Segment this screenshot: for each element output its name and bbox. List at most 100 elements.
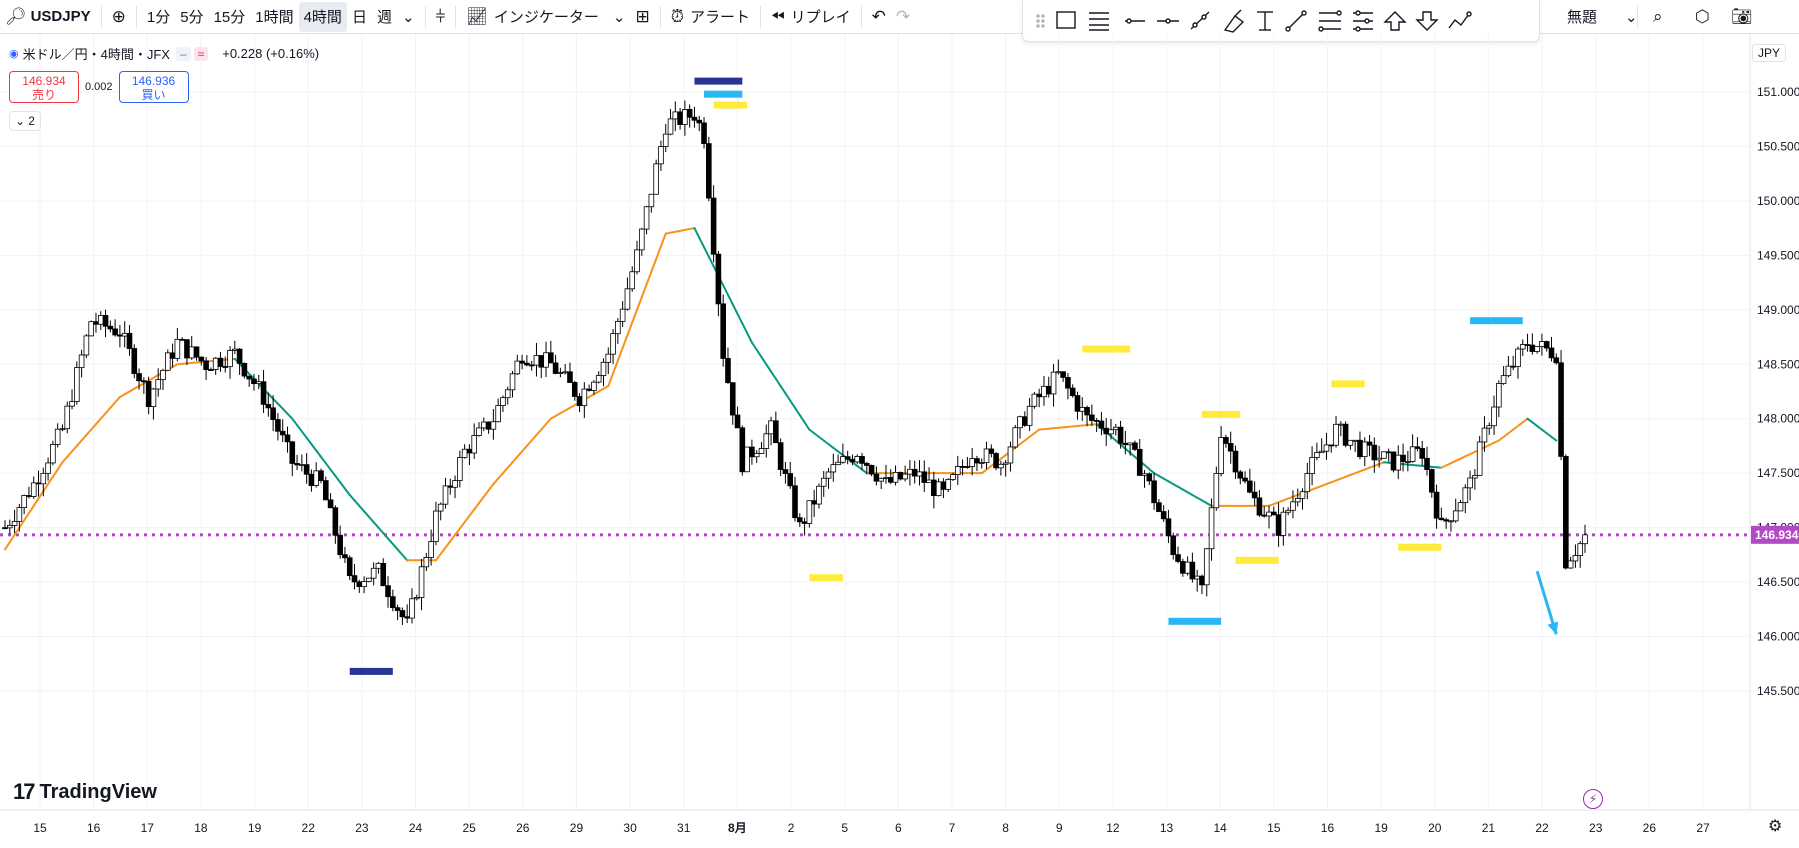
symbol-search[interactable]: 🔎︎ USDJPY [0,2,96,32]
candle [1462,484,1469,514]
marker-line[interactable] [694,77,743,85]
arrow-down-icon[interactable] [1415,10,1439,31]
candle [1510,355,1516,371]
marker-line[interactable] [809,574,843,582]
interval-week[interactable]: 週 [376,9,392,26]
marker-line[interactable] [1470,317,1523,325]
arrow-up-icon[interactable] [1383,10,1407,31]
brush-icon[interactable] [1223,9,1245,33]
interval-5m[interactable]: 5分 [180,9,204,26]
tradingview-watermark[interactable]: 17 TradingView [13,779,157,805]
layout-name-button[interactable]: 無題 ⌄ [1562,2,1643,32]
snapshot-button[interactable]: 📷︎ [1726,2,1758,32]
price-chart[interactable]: 145.500146.000146.500147.000147.500148.0… [0,34,1799,848]
candle [1261,506,1268,518]
compare-button[interactable]: ⊕ [107,2,131,32]
candle [739,425,746,476]
candle [1280,507,1287,546]
ma-segment [47,475,54,486]
currency-label[interactable]: JPY [1752,44,1787,62]
indicators-button[interactable]: 📈︎ インジケーター ⌄ [461,2,630,32]
alert-button[interactable]: ⏰︎ アラート [666,2,755,32]
price-axis[interactable]: 145.500146.000146.500147.000147.500148.0… [1749,34,1799,848]
marker-line[interactable] [1201,410,1241,418]
ma-segment [444,540,452,549]
ma-segment [497,472,504,480]
candle [864,461,870,475]
candle [830,453,837,482]
search-icon: 🔎︎ [5,6,27,26]
lightning-icon[interactable]: ⚡︎ [1583,789,1603,809]
indicator-collapse-button[interactable]: ⌄ 2 [9,111,41,131]
redo-button[interactable]: ↷ [891,2,915,32]
chart-settings-gear-icon[interactable]: ⚙︎ [1768,818,1783,835]
interval-15m[interactable]: 15分 [213,9,246,26]
drag-handle-icon[interactable] [1036,13,1045,28]
marker-line[interactable] [713,101,748,109]
candle [1395,445,1402,480]
interval-1m[interactable]: 1分 [146,9,171,26]
path-icon[interactable] [1448,10,1472,28]
ma-segment [387,537,394,545]
candle [667,108,674,136]
candle [1141,469,1148,488]
candle [1045,376,1052,398]
chart-type-button[interactable]: ⫩ [431,2,451,32]
marker-line[interactable] [704,90,743,98]
eye-toggle-icon[interactable]: – [175,46,191,61]
candle [1539,333,1545,356]
parallel-channel-icon[interactable] [1089,11,1109,31]
horizontal-ray-icon[interactable] [1125,17,1145,24]
candle [600,358,607,387]
candle [380,558,387,587]
anchored-text-icon[interactable] [1257,10,1273,31]
horizontal-line-icon[interactable] [1157,17,1179,24]
candle [188,335,195,360]
time-axis[interactable]: 15 16 17 18 19 22 23 24 25 26 29 30 31 8月 2 5 6 7 8 9 12 13 14… [0,809,1799,848]
ma-segment [1550,435,1558,442]
interval-4h[interactable]: 4時間 [298,1,347,32]
ma-segment [521,444,528,453]
candle [121,321,128,348]
marker-line[interactable] [1168,617,1222,625]
ma-segment [61,455,69,464]
fib-retracement-icon[interactable] [1318,9,1342,32]
trend-angle-icon[interactable] [1190,10,1210,30]
interval-day[interactable]: 日 [351,9,367,26]
candle [74,361,80,405]
price-axis-bg [1750,34,1799,848]
quick-search-button[interactable]: ⌕ [1648,2,1668,32]
marker-line[interactable] [1082,345,1131,353]
interval-dropdown[interactable]: ⌄ [397,2,420,32]
ma-segment [358,504,366,513]
candle [763,424,770,458]
marker-line[interactable] [1235,556,1279,564]
settings-button[interactable]: ⬡ [1690,2,1715,32]
interval-1h[interactable]: 1時間 [255,9,294,26]
toolbar-divider [760,5,762,28]
trend-line-icon[interactable] [1285,9,1307,32]
replay-button[interactable]: ⏪︎ リプレイ [766,2,856,32]
candle [921,460,928,492]
sell-button[interactable]: 146.934 売り [9,71,79,103]
marker-line[interactable] [1398,543,1442,551]
candle [375,561,382,574]
candle [356,579,363,593]
marker-line[interactable] [349,667,393,675]
undo-button[interactable]: ↶ [867,2,891,32]
pitchfork-icon[interactable] [1353,9,1373,32]
layout-button[interactable]: ⊞ [631,2,655,32]
ma-segment [104,406,112,415]
ma-segment [1023,435,1031,442]
candle [117,324,123,348]
ma-segment [655,245,662,260]
candle [303,453,310,484]
candle [548,340,554,364]
candle [1448,520,1454,532]
candle [1041,375,1047,406]
wave-toggle-icon[interactable]: ≈ [193,46,209,61]
candle [318,468,324,484]
rectangle-tool-icon[interactable] [1056,10,1076,29]
marker-line[interactable] [1331,380,1365,388]
buy-button[interactable]: 146.936 買い [118,71,189,103]
